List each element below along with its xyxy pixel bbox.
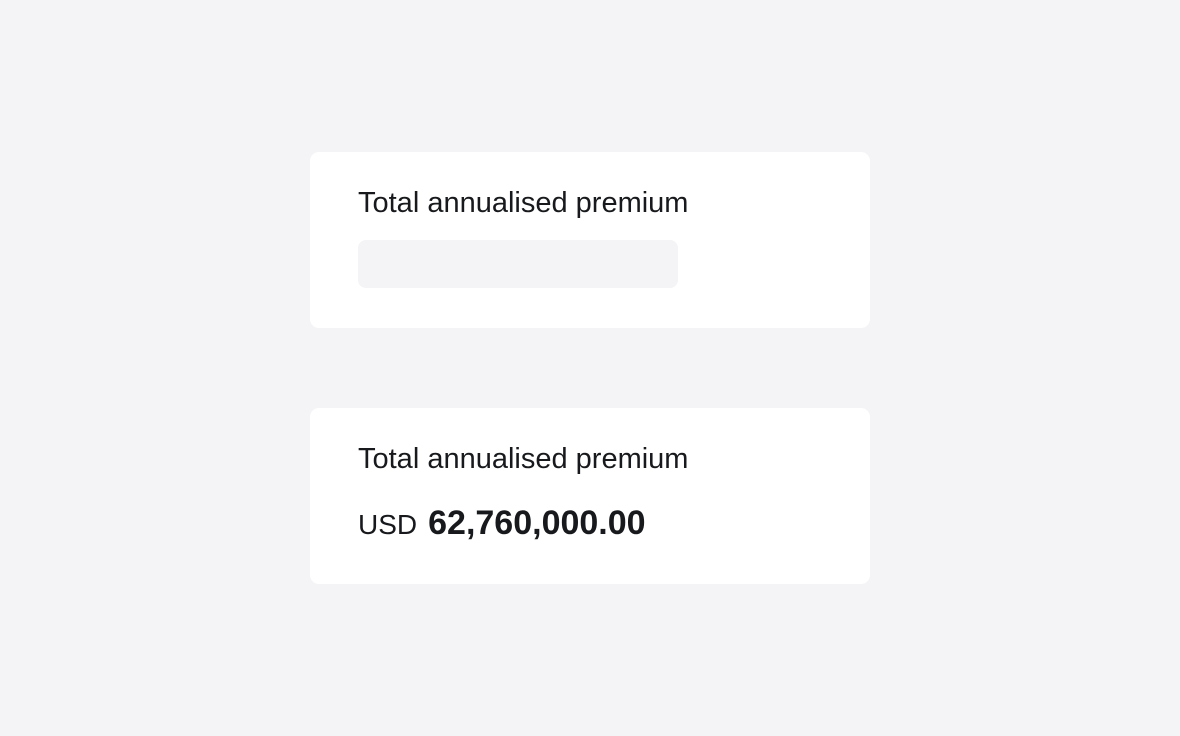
currency-code: USD xyxy=(358,509,418,540)
premium-card: Total annualised premium USD 62,760,000.… xyxy=(310,408,870,584)
value-skeleton-placeholder xyxy=(358,240,678,288)
premium-card-loading: Total annualised premium xyxy=(310,152,870,328)
premium-value: USD 62,760,000.00 xyxy=(358,504,646,543)
card-label: Total annualised premium xyxy=(358,443,689,475)
card-label: Total annualised premium xyxy=(358,187,689,219)
premium-amount: 62,760,000.00 xyxy=(428,504,646,542)
